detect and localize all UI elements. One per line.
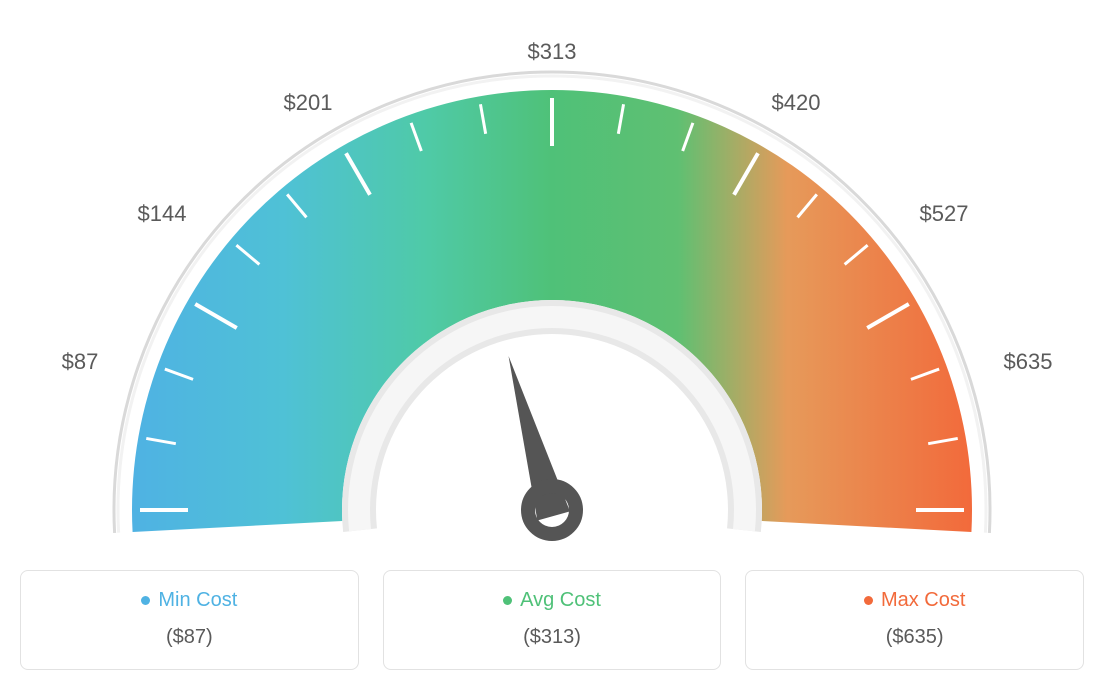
dot-icon [141, 596, 150, 605]
legend-avg-value: ($313) [394, 626, 711, 649]
legend-avg-label: Avg Cost [520, 589, 601, 611]
legend-row: Min Cost ($87) Avg Cost ($313) Max Cost … [20, 570, 1084, 670]
legend-max-value: ($635) [756, 626, 1073, 649]
gauge-needle [509, 356, 576, 534]
legend-max-label: Max Cost [881, 589, 965, 611]
legend-avg-card: Avg Cost ($313) [383, 570, 722, 670]
cost-gauge-widget: $87 $144 $201 $313 $420 $527 $635 Min Cost ($8… [20, 20, 1084, 670]
legend-min-value: ($87) [31, 626, 348, 649]
legend-min-title: Min Cost [31, 589, 348, 612]
gauge-tick-label: $201 [284, 90, 333, 116]
dot-icon [503, 596, 512, 605]
legend-min-label: Min Cost [158, 589, 237, 611]
legend-max-card: Max Cost ($635) [745, 570, 1084, 670]
gauge-tick-label: $420 [772, 90, 821, 116]
gauge-svg [20, 20, 1084, 560]
gauge-tick-label: $313 [528, 39, 577, 65]
legend-min-card: Min Cost ($87) [20, 570, 359, 670]
legend-max-title: Max Cost [756, 589, 1073, 612]
gauge-tick-label: $144 [138, 201, 187, 227]
gauge-tick-label: $635 [1004, 349, 1053, 375]
gauge-tick-label: $527 [920, 201, 969, 227]
gauge-area: $87 $144 $201 $313 $420 $527 $635 [20, 20, 1084, 560]
gauge-tick-label: $87 [62, 349, 99, 375]
dot-icon [864, 596, 873, 605]
legend-avg-title: Avg Cost [394, 589, 711, 612]
